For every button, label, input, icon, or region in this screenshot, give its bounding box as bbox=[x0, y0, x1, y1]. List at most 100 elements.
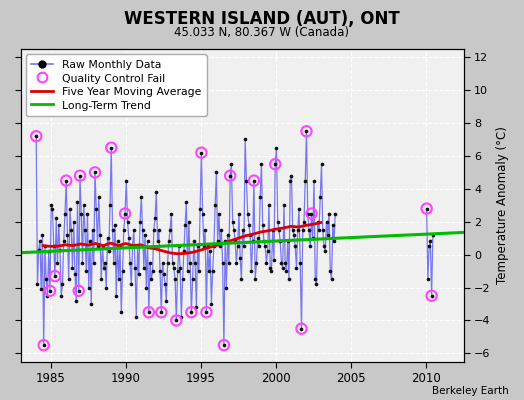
Point bbox=[184, 218, 193, 225]
Point bbox=[138, 227, 147, 233]
Point bbox=[119, 227, 128, 233]
Point bbox=[322, 218, 331, 225]
Point bbox=[262, 260, 270, 266]
Point bbox=[152, 189, 160, 195]
Point bbox=[211, 202, 220, 208]
Point bbox=[41, 243, 49, 250]
Point bbox=[424, 276, 432, 282]
Point bbox=[135, 271, 143, 278]
Point bbox=[158, 260, 167, 266]
Point bbox=[162, 298, 170, 304]
Point bbox=[187, 309, 195, 316]
Point bbox=[303, 210, 312, 217]
Point bbox=[422, 205, 431, 212]
Point bbox=[37, 286, 46, 292]
Point bbox=[137, 194, 146, 200]
Point bbox=[313, 218, 322, 225]
Point bbox=[62, 178, 70, 184]
Point bbox=[285, 276, 293, 282]
Point bbox=[326, 268, 334, 274]
Point bbox=[222, 284, 231, 291]
Point bbox=[123, 218, 132, 225]
Point bbox=[192, 304, 201, 310]
Point bbox=[228, 218, 237, 225]
Point bbox=[157, 309, 166, 316]
Point bbox=[202, 309, 211, 316]
Point bbox=[231, 238, 239, 245]
Point bbox=[293, 227, 302, 233]
Point bbox=[129, 227, 138, 233]
Point bbox=[316, 194, 324, 200]
Point bbox=[331, 210, 340, 217]
Point bbox=[174, 243, 183, 250]
Point bbox=[105, 248, 113, 254]
Point bbox=[279, 265, 287, 271]
Point bbox=[242, 178, 250, 184]
Point bbox=[139, 265, 148, 271]
Point bbox=[289, 227, 297, 233]
Point bbox=[171, 276, 179, 282]
Point bbox=[258, 222, 267, 228]
Point bbox=[305, 227, 313, 233]
Point bbox=[232, 260, 241, 266]
Point bbox=[426, 238, 434, 245]
Point bbox=[255, 243, 263, 250]
Point bbox=[42, 276, 50, 282]
Point bbox=[103, 235, 112, 241]
Point bbox=[91, 169, 99, 176]
Point bbox=[221, 238, 230, 245]
Point bbox=[428, 292, 436, 299]
Point bbox=[264, 248, 272, 254]
Text: WESTERN ISLAND (AUT), ONT: WESTERN ISLAND (AUT), ONT bbox=[124, 10, 400, 28]
Point bbox=[315, 227, 323, 233]
Point bbox=[53, 260, 62, 266]
Point bbox=[84, 284, 93, 291]
Point bbox=[163, 260, 172, 266]
Point bbox=[108, 227, 117, 233]
Point bbox=[251, 276, 259, 282]
Point bbox=[329, 222, 337, 228]
Point bbox=[302, 128, 311, 134]
Point bbox=[127, 281, 136, 288]
Point bbox=[72, 298, 80, 304]
Point bbox=[309, 235, 317, 241]
Point bbox=[33, 281, 41, 288]
Point bbox=[110, 260, 118, 266]
Point bbox=[132, 314, 140, 320]
Point bbox=[187, 309, 195, 316]
Point bbox=[310, 178, 318, 184]
Point bbox=[267, 268, 276, 274]
Point bbox=[245, 222, 253, 228]
Point bbox=[52, 215, 60, 222]
Point bbox=[275, 227, 283, 233]
Point bbox=[287, 172, 296, 179]
Point bbox=[144, 238, 152, 245]
Point bbox=[82, 268, 91, 274]
Point bbox=[151, 215, 159, 222]
Point bbox=[86, 238, 94, 245]
Point bbox=[113, 238, 122, 245]
Point bbox=[32, 133, 40, 139]
Point bbox=[205, 268, 213, 274]
Point bbox=[276, 238, 285, 245]
Point bbox=[100, 265, 108, 271]
Point bbox=[191, 260, 199, 266]
Point bbox=[54, 222, 63, 228]
Point bbox=[38, 232, 47, 238]
Point bbox=[302, 128, 311, 134]
Point bbox=[307, 210, 315, 217]
Point bbox=[51, 273, 59, 279]
Point bbox=[223, 232, 232, 238]
Point bbox=[311, 276, 320, 282]
Point bbox=[73, 199, 82, 205]
Point bbox=[157, 309, 166, 316]
Point bbox=[142, 284, 150, 291]
Point bbox=[209, 268, 217, 274]
Point bbox=[425, 243, 433, 250]
Point bbox=[56, 246, 64, 253]
Point bbox=[76, 172, 84, 179]
Point bbox=[270, 256, 278, 263]
Point bbox=[90, 260, 98, 266]
Point bbox=[45, 248, 53, 254]
Point bbox=[147, 276, 156, 282]
